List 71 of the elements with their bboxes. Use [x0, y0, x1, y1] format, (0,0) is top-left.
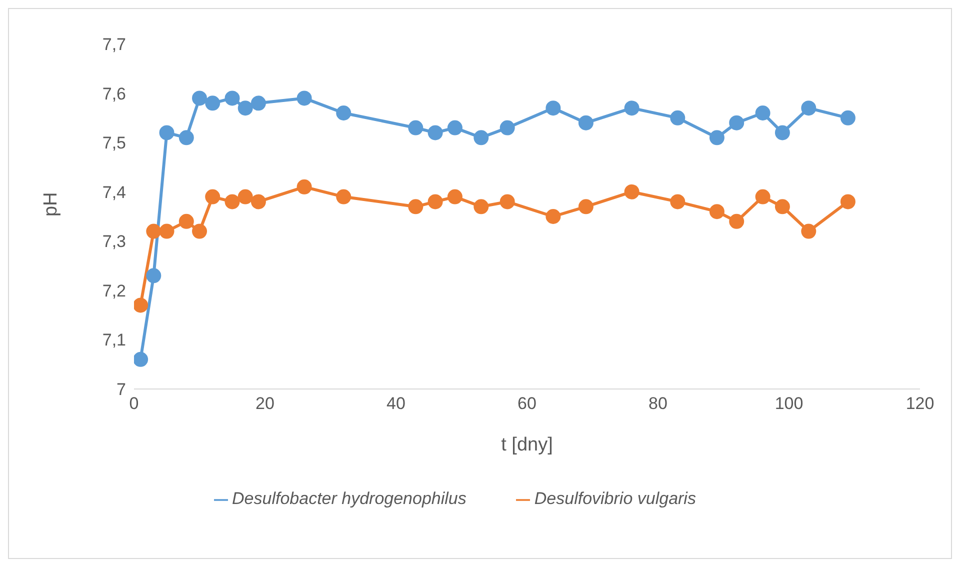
y-tick-label: 7,6 [102, 84, 126, 104]
legend-label: Desulfovibrio vulgaris [534, 489, 696, 508]
point [500, 194, 515, 210]
point [159, 125, 174, 140]
point [546, 100, 561, 116]
x-tick-label: 100 [774, 394, 804, 414]
point [178, 130, 194, 146]
point [238, 100, 253, 116]
point [500, 120, 515, 136]
point [801, 100, 816, 116]
y-tick-label: 7,4 [102, 182, 126, 202]
point [296, 90, 312, 106]
point [578, 115, 594, 130]
point [840, 194, 856, 210]
point [447, 120, 462, 136]
point [159, 224, 174, 239]
point [192, 224, 207, 239]
point [250, 96, 266, 111]
point [801, 224, 816, 239]
x-tick-label: 60 [518, 394, 536, 414]
point [840, 110, 856, 126]
point [774, 199, 790, 214]
point [250, 194, 266, 210]
legend-label: Desulfobacter hydrogenophilus [232, 489, 466, 508]
point [474, 130, 489, 146]
point [428, 125, 443, 140]
point [178, 214, 194, 229]
point [729, 214, 744, 229]
point [755, 106, 770, 120]
point [134, 352, 148, 367]
x-axis-title: t [dny] [501, 434, 553, 456]
point [670, 194, 686, 210]
y-tick-label: 7,7 [102, 35, 126, 54]
point [224, 194, 240, 210]
point [578, 199, 594, 214]
y-tick-label: 7,3 [102, 232, 126, 252]
point [408, 120, 424, 136]
x-tick-label: 40 [386, 394, 406, 414]
point [134, 298, 148, 313]
y-tick-label: 7,1 [102, 330, 126, 350]
point [546, 209, 561, 224]
x-tick-label: 80 [648, 394, 668, 414]
y-tick-label: 7,5 [102, 134, 126, 153]
x-tick-label: 20 [256, 394, 274, 414]
point [296, 179, 312, 194]
point [447, 189, 462, 204]
y-tick-label: 7 [116, 380, 126, 400]
x-tick-label: 0 [129, 394, 139, 414]
point [670, 110, 686, 126]
x-tick-label: 120 [906, 394, 934, 414]
point [774, 125, 790, 140]
point [146, 268, 162, 284]
point [224, 90, 240, 106]
point [709, 130, 724, 146]
point [428, 194, 443, 210]
point [146, 224, 162, 239]
point [336, 189, 352, 204]
point [192, 90, 207, 106]
point [624, 100, 640, 116]
point [205, 189, 220, 204]
point [709, 204, 724, 220]
point [729, 115, 744, 130]
y-axis-title: pH [40, 192, 62, 216]
point [624, 184, 640, 200]
point [336, 106, 352, 120]
point [474, 199, 489, 214]
point [755, 189, 770, 204]
point [408, 199, 424, 214]
point [205, 96, 220, 111]
point [238, 189, 253, 204]
y-tick-label: 7,2 [102, 281, 126, 300]
